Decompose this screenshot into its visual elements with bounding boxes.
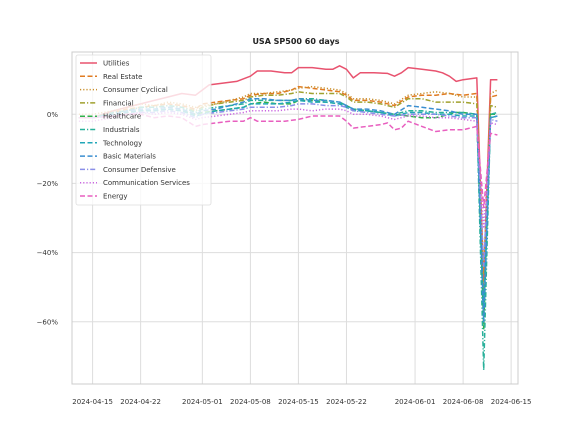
y-axis-ticks: 0% −20% −40% −60% bbox=[37, 111, 59, 327]
legend-box bbox=[75, 54, 212, 206]
x-tick-label: 2024-06-15 bbox=[491, 398, 532, 406]
x-tick-label: 2024-06-01 bbox=[395, 398, 436, 406]
x-tick-label: 2024-05-22 bbox=[326, 398, 367, 406]
series-line-2 bbox=[78, 85, 498, 275]
x-axis-ticks: 2024-04-15 2024-04-22 2024-05-01 2024-05-08… bbox=[72, 398, 531, 406]
y-tick-label: −20% bbox=[37, 180, 59, 188]
x-tick-label: 2024-06-08 bbox=[443, 398, 484, 406]
legend: Utilities Real Estate Consumer Cyclical Fin… bbox=[75, 54, 212, 206]
x-tick-label: 2024-05-08 bbox=[230, 398, 271, 406]
legend-label: Consumer Cyclical bbox=[103, 86, 168, 94]
legend-label: Industrials bbox=[103, 126, 140, 134]
plot-frame bbox=[71, 51, 519, 385]
legend-label: Real Estate bbox=[103, 73, 142, 81]
legend-label: Consumer Defensive bbox=[103, 166, 176, 174]
series-line-10 bbox=[78, 113, 498, 209]
legend-label: Financial bbox=[103, 99, 134, 107]
legend-label: Utilities bbox=[103, 60, 130, 68]
x-tick-label: 2024-04-22 bbox=[120, 398, 161, 406]
y-tick-label: −60% bbox=[37, 318, 59, 326]
x-tick-label: 2024-05-15 bbox=[278, 398, 319, 406]
chart-title: USA SP500 60 days bbox=[252, 37, 339, 46]
legend-label: Basic Materials bbox=[103, 153, 156, 161]
legend-label: Technology bbox=[102, 139, 142, 147]
legend-label: Communication Services bbox=[103, 179, 190, 187]
y-tick-label: 0% bbox=[47, 111, 58, 119]
x-tick-label: 2024-04-15 bbox=[72, 398, 113, 406]
legend-label: Healthcare bbox=[103, 113, 141, 121]
x-tick-label: 2024-05-01 bbox=[182, 398, 223, 406]
legend-label: Energy bbox=[103, 193, 128, 201]
y-tick-label: −40% bbox=[37, 249, 59, 257]
